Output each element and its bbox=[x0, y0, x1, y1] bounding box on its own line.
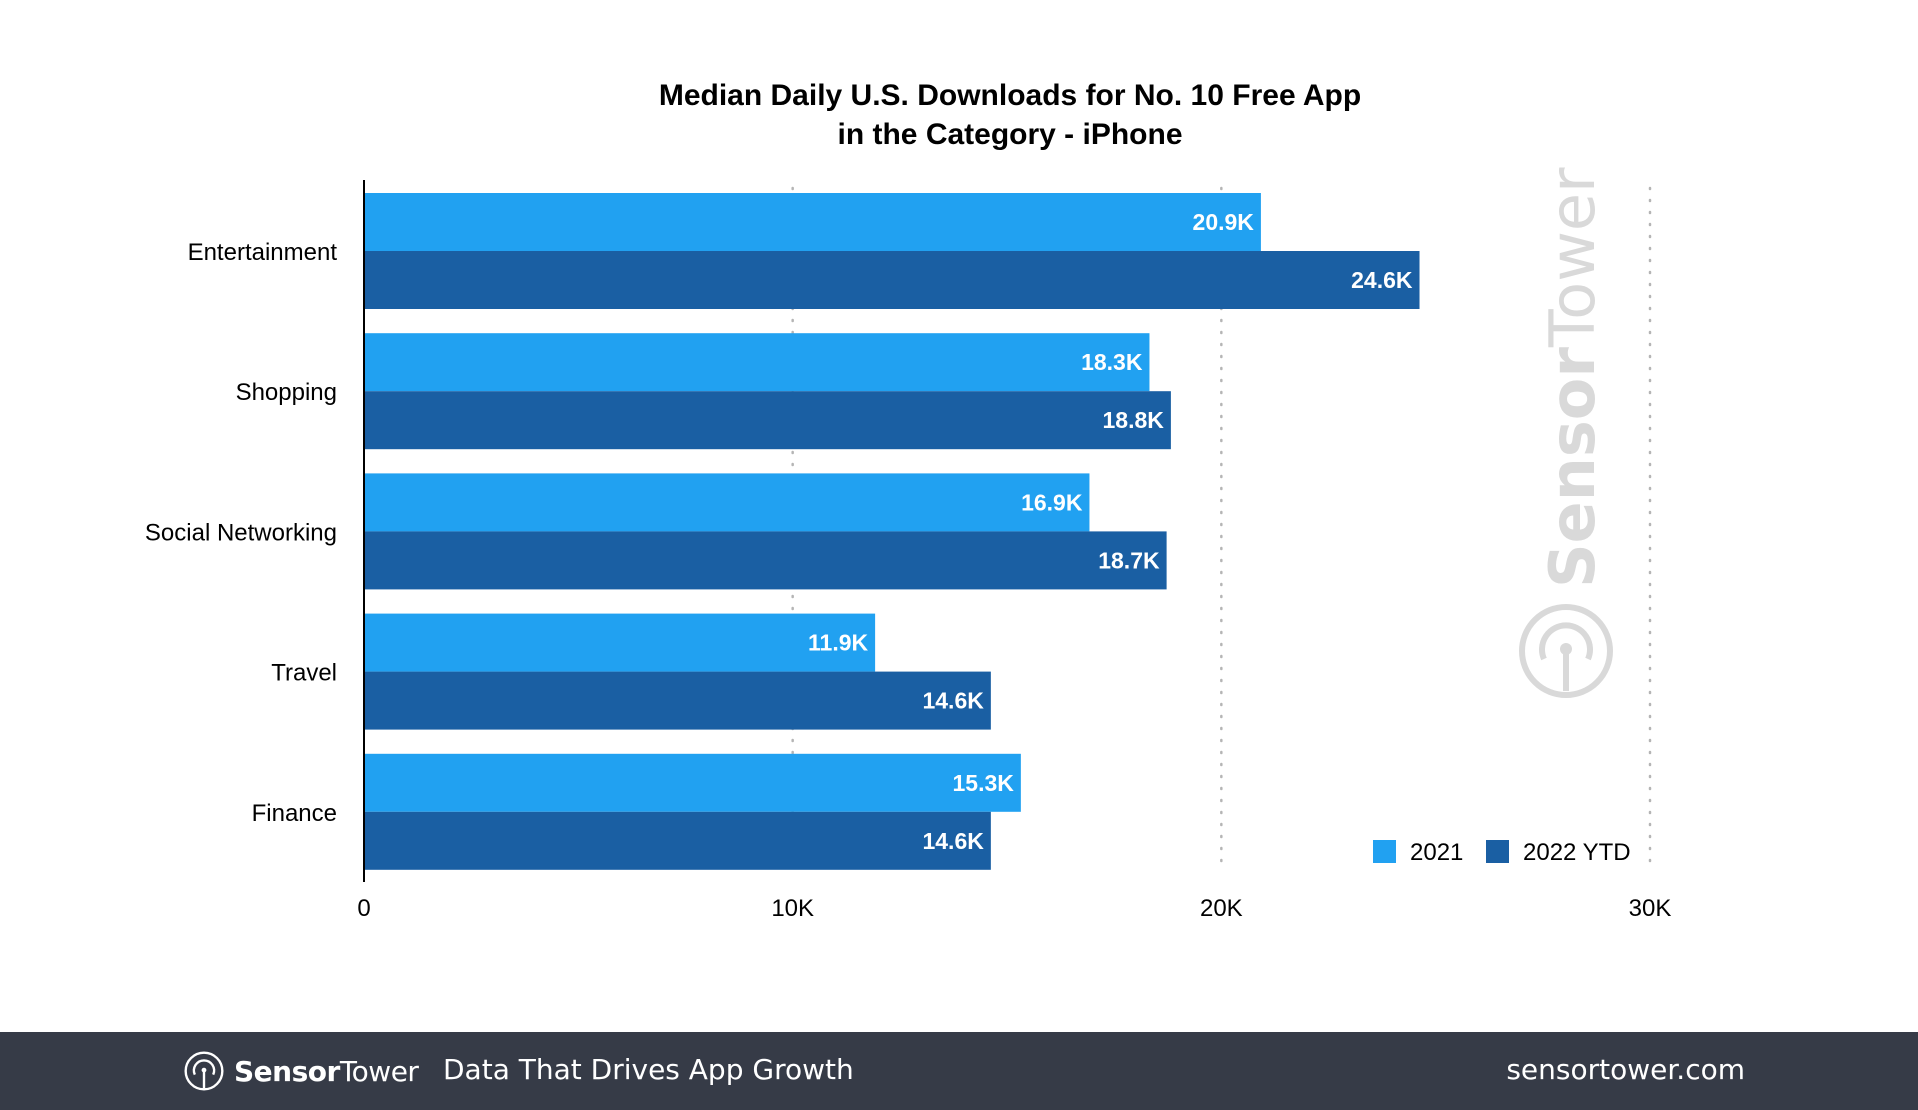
bar-finance-2021 bbox=[365, 753, 1021, 812]
sensortower-logo-icon bbox=[184, 1051, 224, 1091]
watermark-text: SensorTower bbox=[1536, 167, 1609, 588]
bar-value-label: 11.9K bbox=[808, 630, 868, 656]
legend: 2021 2022 YTD bbox=[1373, 839, 1631, 866]
footer-url-link[interactable]: sensortower.com bbox=[1506, 1053, 1745, 1086]
category-labels: Entertainment Shopping Social Networking Tr… bbox=[145, 239, 337, 827]
bar-value-label: 14.6K bbox=[922, 828, 984, 854]
sensortower-watermark: SensorTower bbox=[1519, 167, 1613, 698]
bar-shopping-2022-ytd bbox=[365, 391, 1171, 450]
legend-swatch bbox=[1373, 840, 1396, 863]
footer-logo[interactable]: Sensor Tower bbox=[182, 1048, 419, 1094]
bar-chart: SensorTower 20.9K 24.6K 18.3K 18.8K 16.9K 18.… bbox=[145, 167, 1671, 922]
bar-entertainment-2021 bbox=[365, 193, 1261, 251]
x-tick-label: 10K bbox=[771, 895, 814, 922]
footer-bar: Sensor Tower Data That Drives App Growth … bbox=[0, 1032, 1918, 1110]
chart-title: Median Daily U.S. Downloads for No. 10 F… bbox=[0, 76, 1918, 154]
bar-shopping-2021 bbox=[365, 333, 1150, 392]
bar-social-networking-2021 bbox=[365, 473, 1090, 532]
brand-name-bold: Sensor bbox=[234, 1054, 340, 1088]
x-tick-label: 30K bbox=[1629, 895, 1672, 922]
category-label: Shopping bbox=[236, 379, 337, 406]
bar-value-label: 14.6K bbox=[922, 688, 984, 714]
category-label: Finance bbox=[252, 800, 337, 827]
bar-value-label: 16.9K bbox=[1021, 489, 1083, 515]
bar-value-label: 15.3K bbox=[952, 770, 1014, 796]
bar-entertainment-2022-ytd bbox=[365, 251, 1420, 309]
bar-value-label: 18.7K bbox=[1098, 547, 1160, 573]
category-label: Social Networking bbox=[145, 519, 337, 546]
bar-travel-2022-ytd bbox=[365, 671, 991, 730]
brand-name-light: Tower bbox=[339, 1054, 419, 1088]
category-label: Travel bbox=[271, 660, 337, 687]
bar-social-networking-2022-ytd bbox=[365, 531, 1167, 590]
chart-title-line-2: in the Category - iPhone bbox=[837, 118, 1183, 151]
chart-title-line-1: Median Daily U.S. Downloads for No. 10 F… bbox=[658, 79, 1362, 112]
x-tick-label: 20K bbox=[1200, 895, 1243, 922]
x-tick-label: 0 bbox=[357, 895, 370, 922]
x-tick-labels: 0 10K 20K 30K bbox=[357, 895, 1671, 922]
category-label: Entertainment bbox=[188, 239, 338, 266]
footer-tagline: Data That Drives App Growth bbox=[443, 1053, 854, 1086]
legend-label: 2021 bbox=[1410, 839, 1463, 866]
bar-value-label: 20.9K bbox=[1193, 209, 1255, 235]
bar-travel-2021 bbox=[365, 613, 876, 672]
bar-value-label: 24.6K bbox=[1351, 267, 1413, 293]
bar-value-labels: 20.9K 24.6K 18.3K 18.8K 16.9K 18.7K 11.9K 14.6K… bbox=[808, 209, 1413, 854]
legend-swatch bbox=[1486, 840, 1509, 863]
bar-value-label: 18.3K bbox=[1081, 349, 1143, 375]
bar-finance-2022-ytd bbox=[365, 811, 991, 870]
bar-value-label: 18.8K bbox=[1103, 407, 1165, 433]
legend-label: 2022 YTD bbox=[1523, 839, 1631, 866]
sensortower-logo-icon bbox=[1519, 604, 1613, 698]
bars bbox=[365, 193, 1420, 870]
